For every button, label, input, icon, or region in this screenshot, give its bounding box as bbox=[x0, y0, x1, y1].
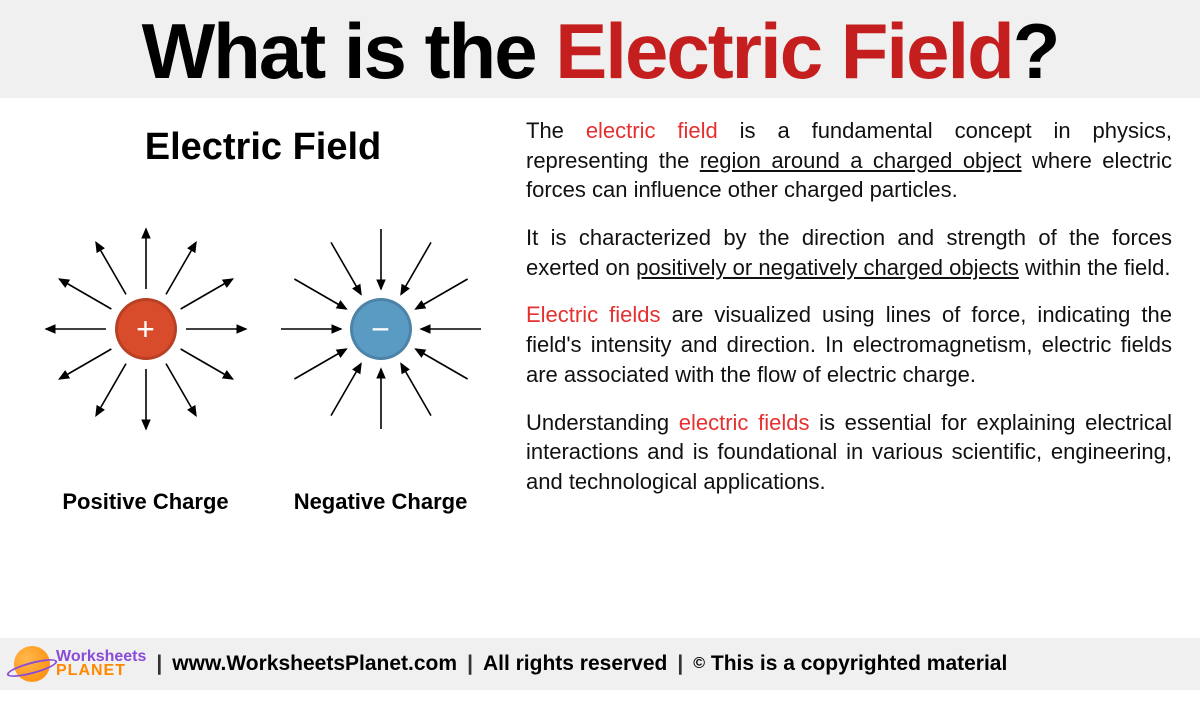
underline-region: region around a charged object bbox=[700, 148, 1022, 173]
separator: | bbox=[156, 652, 162, 676]
copyright-icon: © bbox=[693, 655, 705, 673]
footer-copyright: © This is a copyrighted material bbox=[693, 652, 1007, 676]
title-suffix: ? bbox=[1013, 7, 1059, 95]
paragraph-2: It is characterized by the direction and… bbox=[526, 223, 1172, 282]
page-title: What is the Electric Field? bbox=[18, 12, 1182, 90]
planet-icon bbox=[14, 646, 50, 682]
diagram-title: Electric Field bbox=[28, 126, 498, 169]
term-electric-field: electric field bbox=[586, 118, 718, 143]
title-highlight: Electric Field bbox=[555, 7, 1013, 95]
brand-name: Worksheets PLANET bbox=[56, 650, 146, 679]
charges-row: + − bbox=[28, 189, 498, 469]
positive-label: Positive Charge bbox=[36, 489, 256, 515]
header-bar: What is the Electric Field? bbox=[0, 0, 1200, 98]
brand-logo: Worksheets PLANET bbox=[14, 646, 146, 682]
separator: | bbox=[467, 652, 473, 676]
title-prefix: What is the bbox=[142, 7, 556, 95]
paragraph-1: The electric field is a fundamental conc… bbox=[526, 116, 1172, 205]
footer-rights: All rights reserved bbox=[483, 652, 667, 676]
separator: | bbox=[677, 652, 683, 676]
footer-url: www.WorksheetsPlanet.com bbox=[172, 652, 457, 676]
plus-icon: + bbox=[136, 311, 155, 348]
text-panel: The electric field is a fundamental conc… bbox=[526, 116, 1172, 628]
term-electric-fields-2: electric fields bbox=[679, 410, 810, 435]
minus-icon: − bbox=[371, 311, 390, 348]
content-area: Electric Field + − Positive Charge Negat… bbox=[0, 98, 1200, 638]
positive-circle: + bbox=[115, 298, 177, 360]
underline-charges: positively or negatively charged objects bbox=[636, 255, 1019, 280]
negative-charge-diagram: − bbox=[271, 219, 491, 439]
diagram-panel: Electric Field + − Positive Charge Negat… bbox=[28, 116, 498, 628]
footer-bar: Worksheets PLANET | www.WorksheetsPlanet… bbox=[0, 638, 1200, 690]
positive-charge-diagram: + bbox=[36, 219, 256, 439]
negative-label: Negative Charge bbox=[271, 489, 491, 515]
paragraph-3: Electric fields are visualized using lin… bbox=[526, 300, 1172, 389]
labels-row: Positive Charge Negative Charge bbox=[28, 489, 498, 515]
term-electric-fields: Electric fields bbox=[526, 302, 661, 327]
negative-circle: − bbox=[350, 298, 412, 360]
paragraph-4: Understanding electric fields is essenti… bbox=[526, 408, 1172, 497]
